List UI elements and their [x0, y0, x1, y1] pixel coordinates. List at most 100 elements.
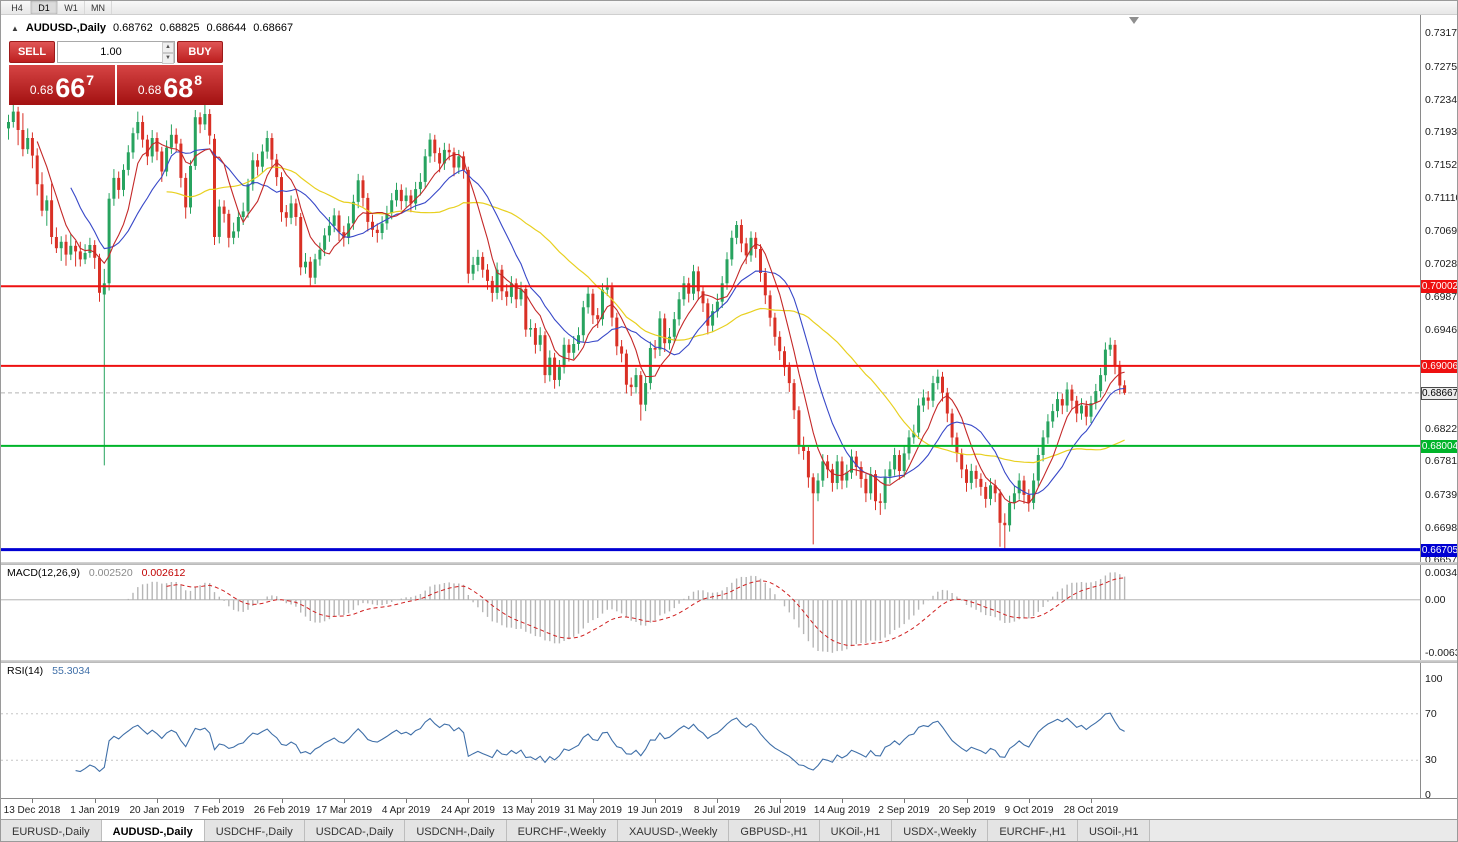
ohlc-close: 0.68667: [253, 22, 294, 34]
chart-tab[interactable]: EURCHF-,Weekly: [506, 820, 618, 841]
chart-tab[interactable]: XAUUSD-,Weekly: [617, 820, 730, 841]
chart-shift-marker-icon[interactable]: [1129, 17, 1139, 24]
chart-tab[interactable]: EURUSD-,Daily: [1, 820, 102, 841]
date-tick: [219, 799, 220, 803]
date-label: 9 Oct 2019: [1004, 805, 1054, 816]
timeframe-button-mn[interactable]: MN: [85, 1, 112, 14]
date-tick: [655, 799, 656, 803]
rsi-value: 55.3034: [52, 665, 91, 677]
rsi-scale-label: 0: [1425, 789, 1431, 801]
chart-tab[interactable]: USDCAD-,Daily: [304, 820, 406, 841]
date-tick: [531, 799, 532, 803]
horizontal-level-lines[interactable]: [1, 285, 1420, 552]
one-click-trading-panel: SELL ▲ ▼ BUY 0.68 66 7 0.68 68 8: [9, 41, 223, 105]
date-axis[interactable]: 13 Dec 2018 1 Jan 2019 20 Jan 2019 7 Feb 20…: [1, 798, 1457, 820]
rsi-panel-canvas[interactable]: [1, 663, 1420, 798]
date-label: 7 Feb 2019: [193, 805, 245, 816]
chart-tab[interactable]: USOil-,H1: [1077, 820, 1151, 841]
chart-symbol-title: AUDUSD-,Daily: [25, 22, 106, 34]
ask-price-box[interactable]: 0.68 68 8: [117, 65, 223, 105]
timeframe-button-h4[interactable]: H4: [4, 1, 31, 14]
buy-button[interactable]: BUY: [177, 41, 223, 63]
date-label: 20 Sep 2019: [938, 805, 996, 816]
chart-tab[interactable]: AUDUSD-,Daily: [101, 820, 205, 841]
main-chart-canvas[interactable]: [1, 15, 1420, 562]
ask-big-digits: 68: [163, 73, 194, 104]
rsi-level-lines: [1, 713, 1420, 761]
date-tick: [717, 799, 718, 803]
price-tick-label: 0.71110: [1425, 192, 1458, 204]
volume-input[interactable]: [58, 42, 174, 62]
bid-prefix: 0.68: [29, 83, 54, 97]
macd-panel-canvas[interactable]: [1, 565, 1420, 660]
chart-tab[interactable]: USDCNH-,Daily: [405, 820, 507, 841]
chart-tab-bar: EURUSD-,Daily AUDUSD-,Daily USDCHF-,Daily U…: [1, 819, 1457, 841]
date-label: 13 Dec 2018: [3, 805, 61, 816]
bid-price-box[interactable]: 0.68 66 7: [9, 65, 115, 105]
macd-label: MACD(12,26,9) 0.002520 0.002612: [7, 567, 185, 579]
rsi-title: RSI(14): [7, 665, 44, 677]
date-tick: [842, 799, 843, 803]
macd-main-value: 0.002520: [88, 567, 133, 579]
chart-header: ▲ AUDUSD-,Daily 0.68762 0.68825 0.68644 …: [11, 22, 293, 34]
chart-tab[interactable]: USDCHF-,Daily: [204, 820, 305, 841]
date-tick: [95, 799, 96, 803]
hline-price-label: 0.66705: [1421, 544, 1458, 557]
one-click-collapse-icon[interactable]: ▲: [11, 23, 19, 33]
chart-tab[interactable]: EURCHF-,H1: [988, 820, 1078, 841]
date-tick: [1091, 799, 1092, 803]
rsi-scale-label: 30: [1425, 754, 1437, 766]
date-tick: [406, 799, 407, 803]
rsi-line: [75, 712, 1125, 773]
volume-up-arrow-icon[interactable]: ▲: [162, 42, 174, 53]
bid-big-digits: 66: [55, 73, 86, 104]
panel-splitter[interactable]: [1, 562, 1457, 565]
date-label: 26 Jul 2019: [754, 805, 806, 816]
date-label: 17 Mar 2019: [315, 805, 373, 816]
macd-signal-line: [166, 577, 1125, 646]
date-tick: [32, 799, 33, 803]
date-label: 28 Oct 2019: [1063, 805, 1119, 816]
chart-tab[interactable]: GBPUSD-,H1: [729, 820, 820, 841]
timeframe-button-d1[interactable]: D1: [31, 1, 58, 14]
date-label: 2 Sep 2019: [878, 805, 930, 816]
date-label: 26 Feb 2019: [253, 805, 311, 816]
macd-scale-zero: 0.00: [1425, 594, 1446, 606]
volume-field-wrapper: ▲ ▼: [57, 41, 175, 64]
macd-histogram: [127, 572, 1126, 653]
date-label: 8 Jul 2019: [693, 805, 741, 816]
date-tick: [904, 799, 905, 803]
macd-title: MACD(12,26,9): [7, 567, 80, 579]
date-label: 4 Apr 2019: [381, 805, 431, 816]
date-tick: [1029, 799, 1030, 803]
sell-button[interactable]: SELL: [9, 41, 55, 63]
date-label: 19 Jun 2019: [627, 805, 683, 816]
chart-tab[interactable]: UKOil-,H1: [819, 820, 893, 841]
date-tick: [282, 799, 283, 803]
date-tick: [468, 799, 469, 803]
ask-pip-digit: 8: [194, 72, 203, 88]
volume-down-arrow-icon[interactable]: ▼: [162, 53, 174, 64]
chart-tab[interactable]: USDX-,Weekly: [892, 820, 989, 841]
date-tick: [967, 799, 968, 803]
date-label: 24 Apr 2019: [441, 805, 495, 816]
timeframe-toolbar: H4 D1 W1 MN: [1, 1, 1457, 15]
date-label: 13 May 2019: [502, 805, 560, 816]
date-tick: [780, 799, 781, 803]
panel-splitter[interactable]: [1, 660, 1457, 663]
timeframe-button-w1[interactable]: W1: [58, 1, 85, 14]
hline-price-label: 0.70002: [1421, 280, 1458, 293]
